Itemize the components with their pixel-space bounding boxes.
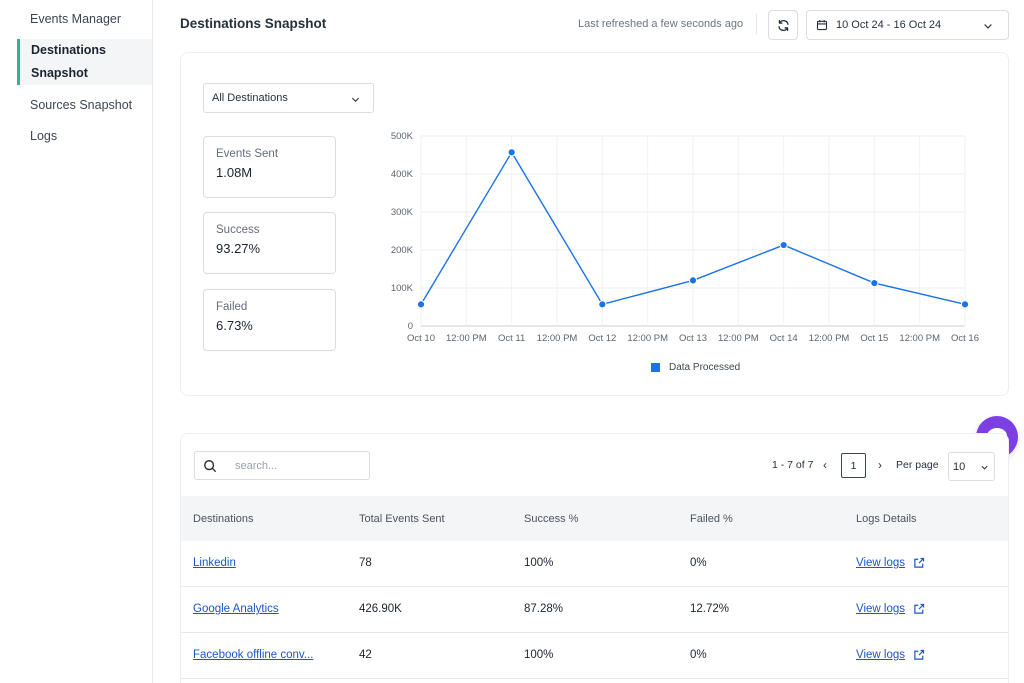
search-icon — [204, 459, 217, 472]
x-tick-label: 12:00 PM — [899, 333, 940, 344]
column-header-failed[interactable]: Failed % — [690, 513, 733, 525]
x-tick-label: Oct 10 — [407, 333, 435, 344]
x-tick-label: 12:00 PM — [809, 333, 850, 344]
view-logs-label: View logs — [856, 603, 906, 615]
view-logs-link[interactable]: View logs — [856, 557, 925, 569]
y-tick-label: 300K — [391, 207, 414, 218]
pagination-prev-button[interactable]: ‹ — [823, 458, 827, 472]
destination-link[interactable]: Facebook offline conv... — [193, 649, 314, 661]
stat-label: Failed — [216, 301, 248, 313]
data-point — [598, 300, 607, 309]
x-tick-label: 12:00 PM — [446, 333, 487, 344]
last-refreshed-text: Last refreshed a few seconds ago — [578, 18, 744, 30]
stat-label: Events Sent — [216, 148, 279, 160]
x-tick-label: 12:00 PM — [537, 333, 578, 344]
destination-select[interactable]: All Destinations — [203, 83, 374, 113]
page-title: Destinations Snapshot — [180, 16, 327, 31]
sidebar-item-sources-snapshot[interactable]: Sources Snapshot — [30, 98, 133, 112]
sidebar-item-events-manager[interactable]: Events Manager — [30, 12, 122, 26]
total-events-cell: 78 — [359, 557, 372, 569]
success-cell: 87.28% — [524, 603, 564, 615]
sidebar: Events Manager Destinations Snapshot Sou… — [0, 0, 153, 683]
x-tick-label: Oct 16 — [951, 333, 979, 344]
external-link-icon — [914, 603, 925, 614]
stat-value: 6.73% — [216, 318, 253, 333]
x-tick-label: 12:00 PM — [718, 333, 759, 344]
per-page-value: 10 — [953, 460, 966, 473]
sidebar-item-destinations-snapshot[interactable]: Destinations Snapshot — [17, 39, 152, 85]
success-cell: 100% — [524, 649, 554, 661]
chevron-down-icon — [981, 466, 988, 470]
column-header-logs-details: Logs Details — [856, 513, 917, 525]
y-tick-label: 0 — [408, 321, 413, 332]
x-tick-label: Oct 11 — [498, 333, 525, 344]
stat-events-sent: Events Sent 1.08M — [203, 136, 336, 198]
stat-success: Success 93.27% — [203, 212, 336, 274]
total-events-cell: 42 — [359, 649, 372, 661]
total-events-cell: 426.90K — [359, 603, 402, 615]
data-point — [507, 148, 516, 157]
chart-card — [180, 52, 1009, 396]
pagination-next-button[interactable]: › — [878, 458, 882, 472]
table-row: Linkedin 78 100% 0% View logs — [181, 541, 1008, 587]
chart-legend: Data Processed — [651, 362, 740, 373]
x-tick-label: Oct 15 — [860, 333, 888, 344]
y-tick-label: 100K — [391, 283, 414, 294]
date-range-picker[interactable]: 10 Oct 24 - 16 Oct 24 — [806, 10, 1009, 40]
data-point — [416, 300, 426, 309]
x-tick-label: 12:00 PM — [627, 333, 668, 344]
sidebar-item-logs[interactable]: Logs — [30, 129, 58, 143]
data-point — [688, 276, 698, 285]
destinations-table-card — [180, 433, 1009, 683]
failed-cell: 12.72% — [690, 603, 730, 615]
stat-failed: Failed 6.73% — [203, 289, 336, 351]
x-tick-label: Oct 13 — [679, 333, 707, 344]
search-box[interactable] — [194, 451, 370, 480]
stat-label: Success — [216, 224, 260, 236]
per-page-label: Per page — [896, 459, 939, 471]
column-header-total-events[interactable]: Total Events Sent — [359, 513, 445, 525]
table-header: Destinations Total Events Sent Success %… — [181, 496, 1008, 541]
chevron-down-icon — [352, 97, 359, 102]
legend-swatch — [651, 363, 660, 372]
refresh-icon — [777, 19, 789, 31]
per-page-select[interactable]: 10 — [948, 452, 995, 481]
y-tick-label: 200K — [391, 245, 414, 256]
pagination-current-page[interactable]: 1 — [841, 453, 866, 478]
view-logs-link[interactable]: View logs — [856, 603, 925, 615]
view-logs-link[interactable]: View logs — [856, 649, 925, 661]
external-link-icon — [914, 649, 925, 660]
failed-cell: 0% — [690, 557, 707, 569]
line-chart: 0 100K 200K 300K 400K 500K Oct 10 12:00 PM Oct 1… — [391, 131, 979, 344]
column-header-success[interactable]: Success % — [524, 513, 579, 525]
column-header-destinations[interactable]: Destinations — [193, 513, 254, 525]
x-tick-label: Oct 12 — [588, 333, 616, 344]
legend-label: Data Processed — [669, 362, 741, 373]
refresh-button[interactable] — [768, 10, 798, 40]
y-tick-label: 500K — [391, 131, 414, 142]
table-row: Facebook offline conv... 42 100% 0% View… — [181, 633, 1008, 679]
data-point — [779, 240, 788, 250]
date-range-text: 10 Oct 24 - 16 Oct 24 — [836, 19, 942, 31]
data-point — [870, 278, 879, 288]
stat-value: 93.27% — [216, 241, 261, 256]
header-divider — [756, 14, 757, 34]
view-logs-label: View logs — [856, 649, 906, 661]
calendar-icon — [816, 20, 828, 31]
destination-link[interactable]: Linkedin — [193, 557, 236, 569]
data-point — [960, 300, 970, 309]
pagination-range: 1 - 7 of 7 — [772, 459, 814, 471]
view-logs-label: View logs — [856, 557, 906, 569]
table-row: Google Analytics 426.90K 87.28% 12.72% V… — [181, 587, 1008, 633]
success-cell: 100% — [524, 557, 554, 569]
x-tick-label: Oct 14 — [770, 333, 798, 344]
destination-select-value: All Destinations — [212, 92, 288, 104]
destination-link[interactable]: Google Analytics — [193, 603, 279, 615]
chevron-down-icon — [984, 24, 992, 29]
external-link-icon — [914, 557, 925, 568]
search-input[interactable] — [235, 459, 355, 472]
failed-cell: 0% — [690, 649, 707, 661]
y-tick-label: 400K — [391, 169, 414, 180]
stat-value: 1.08M — [216, 165, 253, 180]
